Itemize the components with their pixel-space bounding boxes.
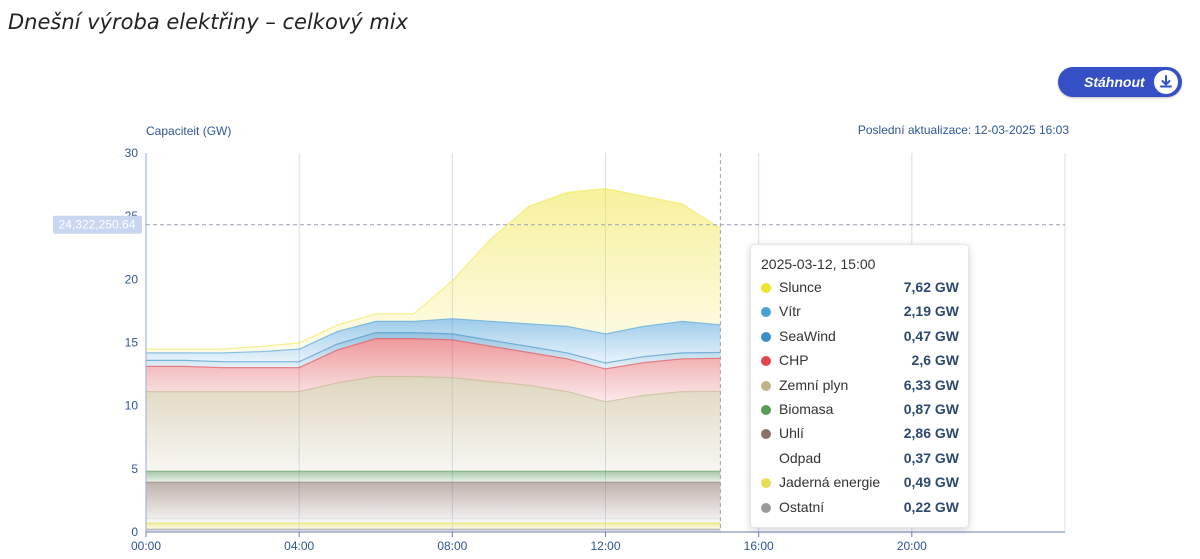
tooltip-series-value: 0,22 GW [903, 498, 959, 515]
tooltip-series-value: 0,47 GW [903, 327, 959, 344]
tooltip-date: 2025-03-12, 15:00 [761, 256, 876, 272]
tooltip-series-value: 2,86 GW [903, 425, 959, 442]
tooltip-dot [761, 502, 771, 513]
tooltip-dot [761, 307, 771, 318]
tooltip-series-name: Slunce [779, 279, 822, 295]
y-tick-label: 15 [125, 336, 139, 350]
tooltip-dot [761, 429, 771, 440]
tooltip-row: Jaderná energie 0,49 GW [761, 473, 959, 495]
tooltip-series-value: 2,19 GW [903, 303, 959, 320]
tooltip-series-name: Vítr [779, 303, 801, 320]
tooltip-series-name: Ostatní [779, 498, 825, 515]
tooltip-dot [761, 283, 771, 293]
tooltip-series-name: Biomasa [779, 401, 834, 417]
tooltip-row: SeaWind 0,47 GW [761, 327, 959, 349]
tooltip-row: Odpad 0,37 GW [761, 449, 959, 471]
line-CHP [146, 338, 721, 370]
tooltip-row: CHP 2,6 GW [761, 351, 959, 373]
area-Ostatní [146, 529, 721, 532]
area-Jaderná energie [146, 523, 721, 530]
area-Zemní plyn [146, 376, 721, 472]
download-button[interactable]: Stáhnout [1058, 67, 1182, 97]
tooltip-row: Biomasa 0,87 GW [761, 400, 959, 422]
tooltip-row: Vítr 2,19 GW [761, 302, 959, 324]
y-tick-label: 0 [131, 525, 138, 539]
tooltip-series-name: CHP [779, 352, 809, 369]
axes: 05101520253000:0004:0008:0012:0016:0020:… [125, 146, 1065, 553]
tooltip-series-value: 2,6 GW [911, 352, 959, 369]
tooltip-series-value: 6,33 GW [903, 376, 959, 393]
area-Slunce [146, 188, 721, 353]
tooltip-row: Ostatní 0,22 GW [761, 498, 959, 520]
y-tick-label: 10 [125, 399, 139, 413]
x-tick-label: 16:00 [744, 539, 774, 553]
y-tick-label: 5 [131, 462, 138, 476]
line-Vítr [146, 318, 721, 354]
tooltip-dot [761, 331, 771, 342]
area-Biomasa [146, 471, 721, 483]
x-tick-label: 12:00 [590, 539, 620, 553]
tooltip-dot [761, 453, 771, 464]
crosshair: 24,322,250.64 [53, 153, 1065, 532]
tooltip-dot [761, 478, 771, 489]
last-updated-label: Poslední aktualizace: [857, 123, 972, 137]
x-tick-label: 04:00 [284, 539, 314, 553]
tooltip-row: Zemní plyn 6,33 GW [761, 376, 959, 398]
crosshair-y-label-bg [53, 215, 142, 234]
tooltip-series-value: 7,62 GW [903, 279, 959, 295]
line-Zemní plyn [146, 375, 721, 403]
tooltip-row: Uhlí 2,86 GW [761, 424, 959, 446]
tooltip-series-value: 0,49 GW [903, 474, 959, 491]
tooltip-series-name: SeaWind [779, 327, 836, 344]
x-tick-label: 20:00 [897, 539, 927, 553]
tooltip-series-name: Uhlí [779, 425, 804, 442]
line-Slunce [146, 187, 721, 350]
x-tick-label: 08:00 [437, 539, 467, 553]
tooltip-dot [761, 405, 771, 415]
area-Uhlí [146, 482, 721, 519]
download-icon [1154, 70, 1178, 94]
area-series [146, 188, 721, 532]
x-tick-label: 00:00 [131, 539, 161, 553]
page-title: Dnešní výroba elektřiny – celkový mix [8, 10, 409, 34]
area-Vítr [146, 318, 721, 363]
crosshair-y-label: 24,322,250.64 [59, 218, 136, 232]
last-updated: Poslední aktualizace: 12-03-2025 16:03 [855, 123, 1069, 137]
tooltip-dot [761, 356, 771, 367]
download-button-label: Stáhnout [1084, 74, 1145, 90]
tooltip-row: Slunce 7,62 GW [761, 278, 959, 300]
area-CHP [146, 338, 721, 402]
series-lines [146, 187, 721, 530]
tooltip-series-value: 0,37 GW [903, 449, 959, 466]
tooltip-series-name: Zemní plyn [779, 376, 849, 393]
area-Odpad [146, 518, 721, 523]
tooltip-series-name: Jaderná energie [779, 474, 881, 491]
y-tick-label: 20 [125, 272, 139, 286]
last-updated-value: 12-03-2025 16:03 [974, 123, 1069, 137]
tooltip: 2025-03-12, 15:00 Slunce 7,62 GW Vítr 2,19 … [750, 244, 969, 528]
tooltip-series-value: 0,87 GW [903, 401, 959, 417]
tooltip-dot [761, 380, 771, 391]
y-tick-label: 30 [125, 146, 139, 160]
tooltip-series-name: Odpad [779, 449, 822, 466]
y-axis-title: Capaciteit (GW) [146, 124, 232, 138]
area-SeaWind [146, 332, 721, 369]
line-SeaWind [146, 332, 721, 364]
